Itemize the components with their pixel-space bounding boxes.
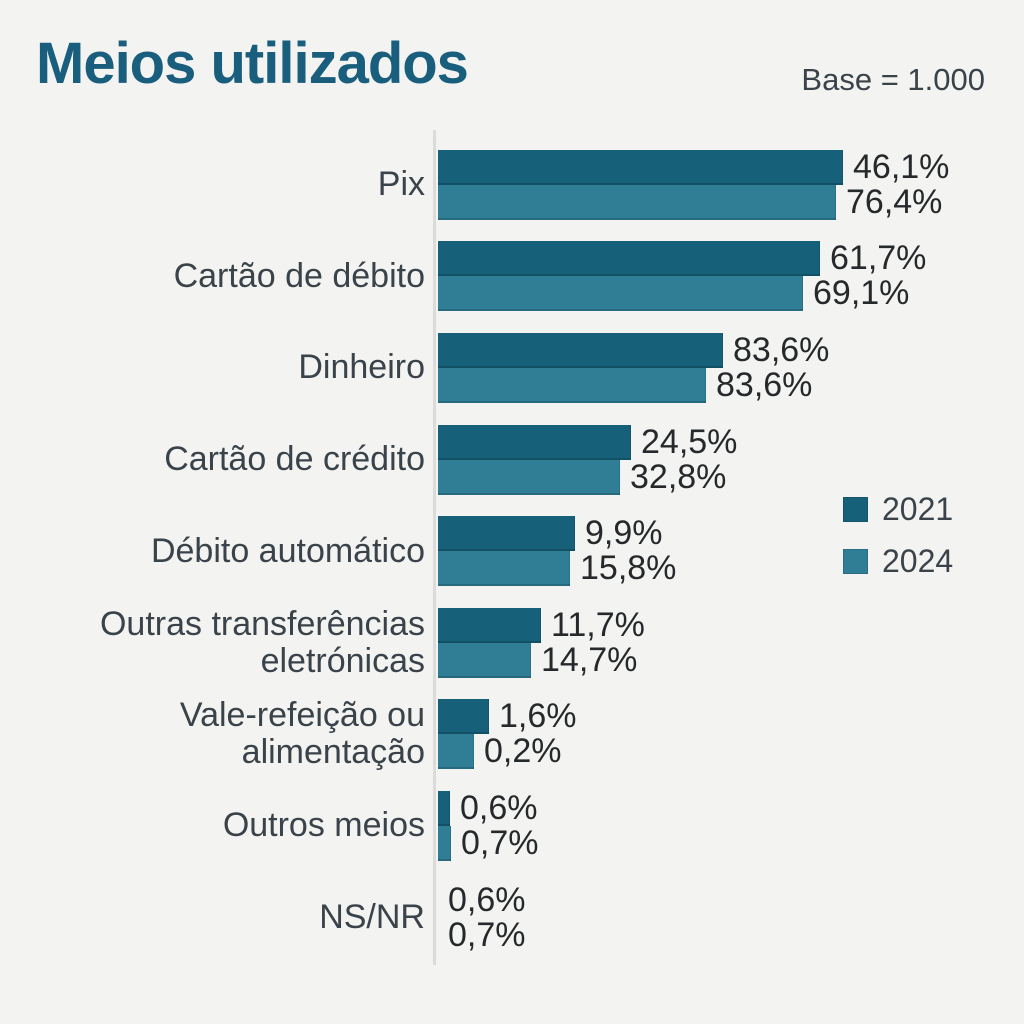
bar-line-2024: 0,2% [438,732,577,771]
bar-2024 [438,184,836,220]
legend-label-2024: 2024 [882,542,954,579]
chart-row: Vale-refeição ou alimentação 1,6% 0,2% [0,689,1024,781]
bar-pair: 9,9% 15,8% [438,514,677,588]
bar-line-2021: 24,5% [438,422,738,461]
category-label: Cartão de débito [173,256,425,295]
bar-2024 [438,276,803,312]
value-label-2024: 0,7% [461,823,539,862]
bar-pair: 24,5% 32,8% [438,422,738,496]
value-label-2021: 1,6% [499,697,577,736]
bar-2021 [438,241,820,277]
bar-2021 [438,516,575,552]
chart-row: Débito automático 9,9% 15,8% [0,505,1024,597]
bar-line-2021: 0,6% [438,788,539,827]
bar-pair: 11,7% 14,7% [438,605,645,679]
value-label-2021: 83,6% [733,330,830,369]
chart-row: Pix 46,1% 76,4% [0,139,1024,231]
bar-pair: 0,6% 0,7% [438,788,539,862]
category-label: Pix [377,165,425,204]
category-label: Dinheiro [298,348,425,387]
bar-chart: Pix 46,1% 76,4% Cartão de débito 61,7% 6… [0,139,1024,963]
bar-2024 [438,551,570,587]
bar-2021 [438,790,450,826]
value-label-2021: 9,9% [585,514,663,553]
bar-2021 [438,149,843,185]
bar-line-2021: 61,7% [438,239,927,278]
category-label: NS/NR [319,898,425,937]
legend-swatch-2024 [843,548,868,574]
legend: 2021 2024 [843,490,953,580]
bar-2021 [438,424,631,460]
bar-line-2024: 32,8% [438,457,737,496]
page-title: Meios utilizados [36,31,469,96]
chart-row: Cartão de débito 61,7% 69,1% [0,231,1024,323]
bar-2021 [438,607,541,643]
bar-pair: 1,6% 0,2% [438,697,577,771]
category-label: Débito automático [150,531,425,570]
bar-line-2024: 0,7% [438,915,526,954]
bar-2021 [438,332,723,368]
axis-line [433,130,436,965]
bar-pair: 0,6% 0,7% [438,880,526,954]
bar-line-2021: 46,1% [438,147,950,186]
bar-2024 [438,825,451,861]
base-note: Base = 1.000 [801,62,985,97]
bar-line-2021: 11,7% [438,605,645,644]
value-label-2024: 0,2% [484,732,562,771]
chart-row: Dinheiro 83,6% 83,6% [0,322,1024,414]
value-label-2021: 0,6% [460,788,538,827]
chart-row: Cartão de crédito 24,5% 32,8% [0,414,1024,506]
bar-line-2024: 15,8% [438,549,677,588]
chart-row: Outras transferências eletrónicas 11,7% … [0,597,1024,689]
chart-row: NS/NR 0,6% 0,7% [0,872,1024,964]
bar-2024 [438,459,620,495]
value-label-2021: 61,7% [830,239,927,278]
bar-line-2021: 83,6% [438,330,830,369]
bar-line-2024: 0,7% [438,823,539,862]
value-label-2024: 32,8% [630,457,727,496]
bar-pair: 46,1% 76,4% [438,147,950,221]
chart-row: Outros meios 0,6% 0,7% [0,780,1024,872]
legend-swatch-2021 [843,496,868,522]
legend-label-2021: 2021 [882,490,954,527]
bar-line-2024: 14,7% [438,640,645,679]
value-label-2024: 15,8% [580,549,677,588]
bar-line-2021: 1,6% [438,697,577,736]
category-label: Cartão de crédito [164,440,425,479]
bar-2024 [438,367,706,403]
value-label-2021: 11,7% [551,605,645,644]
value-label-2021: 24,5% [641,422,738,461]
category-label: Outras transferências eletrónicas [99,604,425,680]
bar-pair: 61,7% 69,1% [438,239,927,313]
value-label-2024: 69,1% [813,274,910,313]
value-label-2024: 0,7% [448,915,526,954]
category-label: Vale-refeição ou alimentação [179,696,425,772]
bar-line-2024: 76,4% [438,182,949,221]
legend-item-2024: 2024 [843,542,953,580]
value-label-2024: 76,4% [846,182,943,221]
bar-2024 [438,734,474,770]
bar-line-2024: 69,1% [438,274,926,313]
legend-item-2021: 2021 [843,490,953,528]
bar-pair: 83,6% 83,6% [438,330,830,404]
bar-2021 [438,699,489,735]
bar-2024 [438,642,531,678]
value-label-2021: 46,1% [853,147,950,186]
bar-line-2021: 9,9% [438,514,676,553]
value-label-2024: 83,6% [716,365,813,404]
category-label: Outros meios [222,806,425,845]
value-label-2024: 14,7% [541,640,638,679]
bar-line-2024: 83,6% [438,365,829,404]
bar-line-2021: 0,6% [438,880,526,919]
value-label-2021: 0,6% [448,880,526,919]
